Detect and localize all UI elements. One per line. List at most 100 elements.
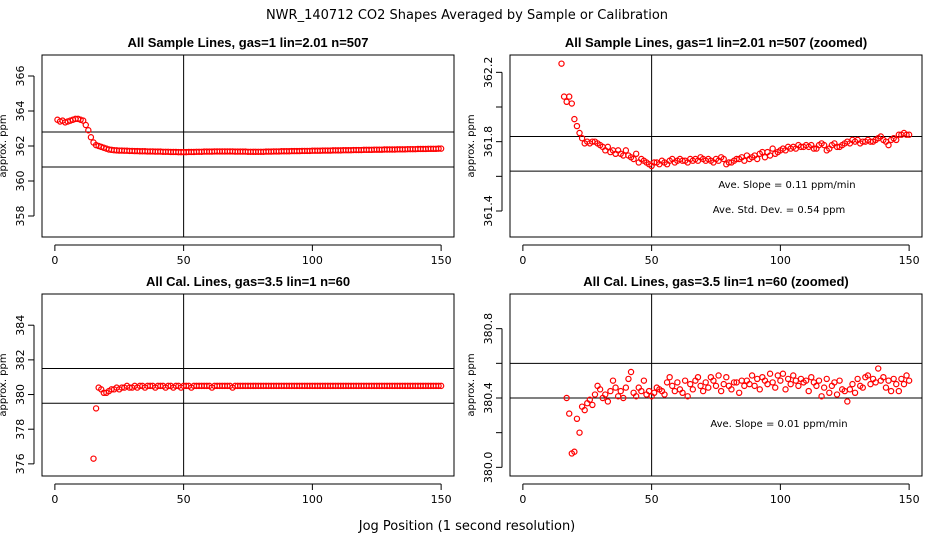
data-point bbox=[769, 145, 776, 152]
data-point bbox=[846, 386, 854, 393]
annotation-text: Ave. Std. Dev. = 0.54 ppm bbox=[713, 205, 845, 216]
data-point bbox=[437, 382, 445, 390]
data-points bbox=[54, 115, 445, 156]
data-point bbox=[751, 382, 758, 390]
data-point bbox=[900, 380, 908, 388]
data-point bbox=[638, 387, 645, 395]
data-point bbox=[859, 384, 866, 391]
data-point bbox=[772, 384, 779, 391]
data-point bbox=[571, 448, 578, 455]
data-point bbox=[596, 386, 604, 393]
data-point bbox=[754, 155, 761, 163]
plot-frame bbox=[41, 54, 455, 238]
y-tick-label: 360 bbox=[14, 171, 27, 192]
data-point bbox=[905, 377, 913, 384]
x-tick-label: 50 bbox=[645, 254, 659, 267]
y-tick-label: 361.8 bbox=[482, 126, 495, 158]
x-tick-label: 100 bbox=[770, 254, 791, 267]
data-point bbox=[795, 382, 802, 390]
data-point bbox=[689, 386, 697, 393]
data-point bbox=[684, 393, 691, 400]
data-point bbox=[609, 377, 617, 384]
figure-title: NWR_140712 CO2 Shapes Averaged by Sample… bbox=[266, 8, 668, 23]
data-point bbox=[730, 379, 738, 386]
data-point bbox=[779, 370, 787, 377]
plot-frame bbox=[509, 54, 923, 238]
data-point bbox=[802, 377, 810, 384]
data-point bbox=[818, 393, 825, 400]
data-point bbox=[563, 98, 570, 106]
data-point bbox=[630, 155, 637, 163]
x-axis: 0 50 100 150 bbox=[519, 244, 920, 267]
data-point bbox=[766, 370, 774, 377]
data-point bbox=[632, 150, 640, 157]
data-point bbox=[563, 394, 570, 402]
data-point bbox=[92, 405, 100, 412]
data-point bbox=[738, 377, 745, 384]
data-point bbox=[699, 387, 707, 395]
data-point bbox=[820, 384, 828, 391]
panel-title: All Sample Lines, gas=1 lin=2.01 n=507 (… bbox=[565, 35, 867, 50]
data-point bbox=[741, 382, 748, 390]
x-tick-label: 150 bbox=[899, 254, 920, 267]
data-point bbox=[867, 380, 874, 388]
data-point bbox=[844, 398, 851, 405]
annotation-text: Ave. Slope = 0.11 ppm/min bbox=[718, 180, 855, 191]
y-axis-label: approx. ppm bbox=[466, 114, 477, 177]
data-point bbox=[769, 379, 776, 386]
data-point bbox=[720, 155, 727, 163]
data-point bbox=[813, 382, 820, 390]
data-point bbox=[728, 386, 735, 393]
data-point bbox=[604, 143, 612, 151]
data-point bbox=[571, 115, 578, 123]
data-point bbox=[893, 136, 900, 144]
data-point bbox=[663, 379, 671, 386]
data-point bbox=[777, 377, 784, 384]
data-point bbox=[566, 93, 573, 100]
data-point bbox=[576, 429, 583, 436]
data-point bbox=[694, 374, 702, 381]
data-point bbox=[712, 382, 720, 390]
data-point bbox=[875, 365, 882, 372]
data-point bbox=[640, 377, 648, 384]
y-tick-label: 380 bbox=[14, 384, 27, 405]
y-tick-label: 380.8 bbox=[482, 313, 495, 345]
data-point bbox=[715, 372, 722, 379]
data-point bbox=[604, 398, 612, 405]
y-axis: 376 378 380 382 384 approx. ppm bbox=[0, 315, 35, 474]
data-point bbox=[823, 375, 830, 383]
x-tick-label: 100 bbox=[302, 493, 323, 506]
y-axis-label: approx. ppm bbox=[466, 353, 477, 416]
panels: All Sample Lines, gas=1 lin=2.01 n=507 0 5… bbox=[0, 35, 923, 506]
data-point bbox=[836, 377, 843, 384]
y-tick-label: 362 bbox=[14, 136, 27, 157]
y-tick-label: 376 bbox=[14, 453, 27, 474]
x-tick-label: 0 bbox=[519, 254, 526, 267]
data-point bbox=[854, 375, 861, 383]
panel-title: All Cal. Lines, gas=3.5 lin=1 n=60 (zoom… bbox=[583, 274, 849, 289]
data-point bbox=[702, 379, 709, 386]
x-tick-label: 0 bbox=[51, 254, 58, 267]
figure-x-label: Jog Position (1 second resolution) bbox=[358, 519, 576, 534]
data-point bbox=[607, 387, 614, 395]
y-tick-label: 382 bbox=[14, 349, 27, 370]
data-point bbox=[890, 375, 897, 383]
chart-panel-2: All Sample Lines, gas=1 lin=2.01 n=507 (… bbox=[466, 35, 923, 267]
data-points bbox=[563, 365, 913, 457]
data-point bbox=[666, 374, 673, 381]
panel-title: All Sample Lines, gas=1 lin=2.01 n=507 bbox=[128, 35, 369, 50]
data-point bbox=[735, 389, 743, 396]
data-point bbox=[895, 387, 903, 395]
data-point bbox=[625, 375, 632, 383]
data-point bbox=[784, 375, 792, 383]
data-point bbox=[790, 372, 797, 379]
data-point bbox=[885, 377, 892, 384]
y-tick-label: 361.4 bbox=[482, 195, 495, 227]
chart-panel-3: All Cal. Lines, gas=3.5 lin=1 n=60 0 50 100… bbox=[0, 274, 455, 506]
data-point bbox=[687, 380, 694, 388]
data-point bbox=[887, 387, 895, 395]
plot-frame bbox=[41, 293, 455, 477]
data-point bbox=[880, 374, 887, 381]
chart-panel-1: All Sample Lines, gas=1 lin=2.01 n=507 0 5… bbox=[0, 35, 455, 267]
